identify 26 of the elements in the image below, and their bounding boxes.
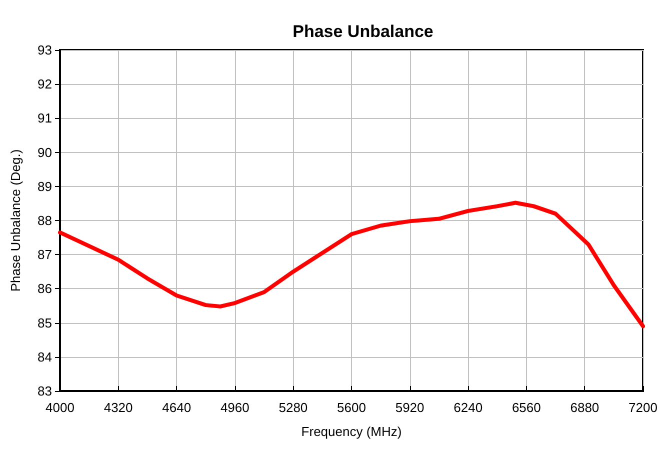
y-tick-label: 91	[38, 110, 52, 126]
y-tick-label: 85	[38, 315, 52, 330]
x-tick-label: 7200	[628, 400, 658, 415]
x-tick-label: 5280	[278, 400, 308, 415]
x-tick-label: 6880	[570, 400, 600, 415]
y-axis-title: Phase Unbalance (Deg.)	[8, 149, 23, 292]
y-tick-label: 83	[38, 384, 52, 398]
y-tick-label: 87	[38, 247, 52, 262]
x-tick-label: 4000	[46, 400, 74, 415]
chart-title: Phase Unbalance	[292, 22, 434, 41]
x-tick-label: 6560	[512, 400, 541, 415]
y-tick-label: 89	[38, 178, 52, 194]
x-tick-label: 5920	[395, 400, 424, 415]
x-tick-label: 4320	[104, 400, 133, 415]
line-series	[58, 200, 645, 328]
y-tick-label: 90	[38, 144, 52, 160]
x-tick-label: 4640	[162, 400, 192, 415]
y-tick-label: 86	[38, 281, 52, 296]
y-tick-label: 88	[38, 213, 52, 228]
y-tick-label: 93	[38, 42, 52, 58]
x-tick-label: 4960	[220, 400, 250, 415]
x-tick-label: 5600	[337, 400, 366, 415]
y-tick-label: 92	[38, 76, 52, 92]
x-axis-title: Frequency (MHz)	[301, 424, 402, 439]
y-tick-label: 84	[38, 349, 52, 364]
x-tick-label: 6240	[454, 400, 483, 415]
